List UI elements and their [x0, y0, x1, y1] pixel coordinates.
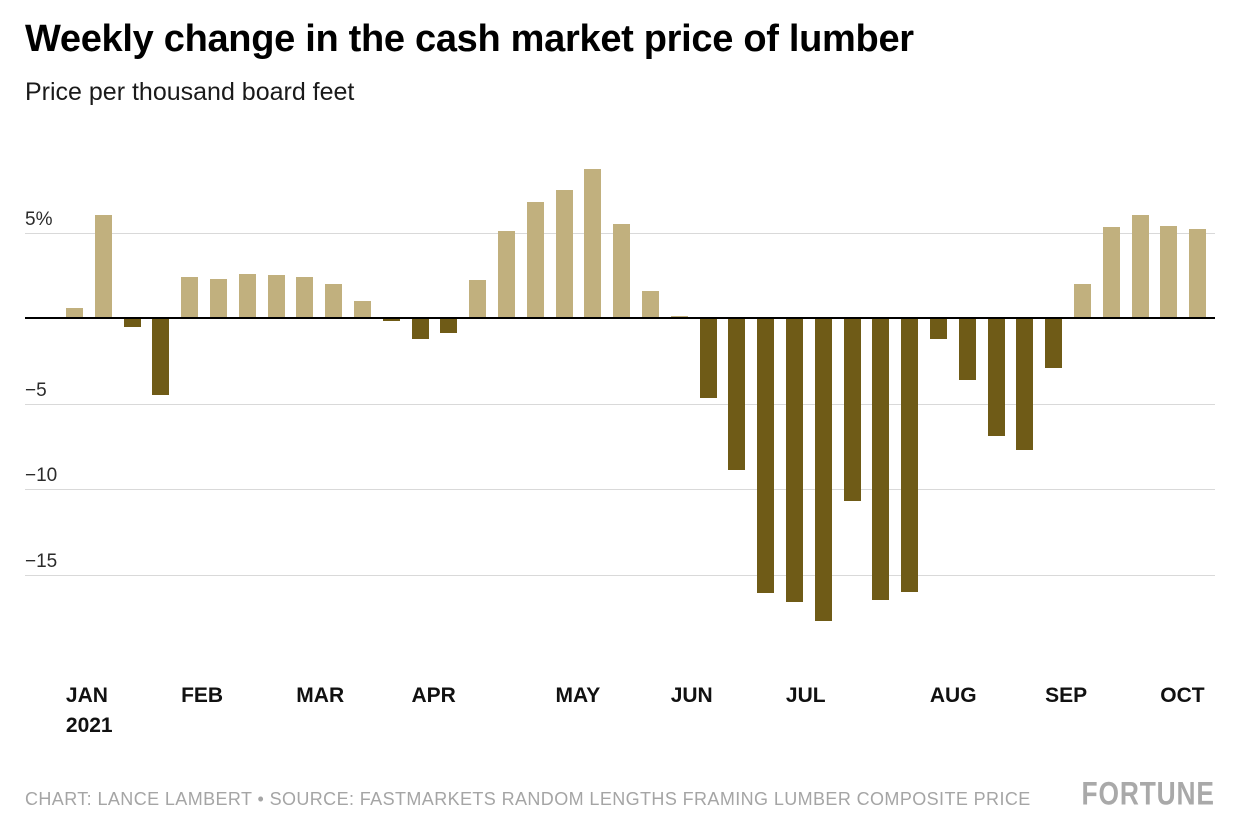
bar-mar-week1[interactable]: [296, 276, 314, 318]
x-axis-label-jul: JUL: [785, 684, 826, 707]
x-axis-label-may: MAY: [555, 684, 601, 707]
bar-apr-week1[interactable]: [411, 318, 429, 339]
bar-jul-week4[interactable]: [872, 318, 890, 601]
x-axis-year-label: 2021: [65, 714, 113, 737]
bar-feb-week4[interactable]: [267, 275, 285, 318]
bar-jan-week4[interactable]: [152, 318, 170, 395]
gridline-minus-5: [25, 403, 1215, 405]
bar-oct-week1[interactable]: [1160, 225, 1178, 318]
bar-jan-week1[interactable]: [65, 307, 83, 318]
bar-jun-week4[interactable]: [757, 318, 775, 594]
y-axis-label-minus-10: −10: [25, 465, 58, 486]
bar-may-week4[interactable]: [641, 290, 659, 318]
bar-mar-week4[interactable]: [382, 318, 400, 322]
bar-jul-week3[interactable]: [843, 318, 861, 501]
bar-apr-week3[interactable]: [469, 280, 487, 318]
chart-subtitle: Price per thousand board feet: [25, 78, 355, 106]
bar-feb-week3[interactable]: [238, 273, 256, 318]
bar-jul-week1[interactable]: [785, 318, 803, 602]
bar-feb-week1[interactable]: [181, 276, 199, 318]
bar-mar-week3[interactable]: [353, 300, 371, 318]
x-axis-label-jan: JAN: [65, 684, 108, 707]
x-axis-label-jun: JUN: [670, 684, 713, 707]
bar-apr-week2[interactable]: [440, 318, 458, 334]
bar-jan-week2[interactable]: [94, 215, 112, 318]
bar-aug-week2[interactable]: [958, 318, 976, 380]
bar-sep-week3[interactable]: [1102, 227, 1120, 318]
bar-may-week1[interactable]: [555, 189, 573, 318]
x-axis-label-mar: MAR: [296, 684, 345, 707]
bar-apr-week4[interactable]: [497, 230, 515, 318]
x-axis-label-feb: FEB: [181, 684, 224, 707]
fortune-logo: FORTUNE: [1081, 775, 1215, 812]
bar-jun-week3[interactable]: [728, 318, 746, 471]
y-axis-label-minus-5: −5: [25, 379, 47, 401]
x-axis-label-sep: SEP: [1045, 684, 1088, 707]
bar-may-week3[interactable]: [613, 223, 631, 318]
bar-jul-week2[interactable]: [814, 318, 832, 621]
x-axis-label-oct: OCT: [1160, 684, 1205, 707]
bar-aug-week1[interactable]: [929, 318, 947, 339]
gridline-minus-10: [25, 489, 1215, 490]
bar-apr-week5[interactable]: [526, 201, 544, 318]
bar-feb-week2[interactable]: [209, 278, 227, 318]
bar-mar-week2[interactable]: [325, 283, 343, 318]
chart-attribution: CHART: LANCE LAMBERT • SOURCE: FASTMARKE…: [25, 789, 1031, 809]
bar-jun-week2[interactable]: [699, 318, 717, 399]
x-axis-label-apr: APR: [411, 684, 456, 707]
bar-jul-week5[interactable]: [901, 318, 919, 592]
bar-sep-week1[interactable]: [1045, 318, 1063, 368]
y-axis-label-5: 5%: [25, 208, 53, 230]
bar-sep-week4[interactable]: [1131, 215, 1149, 318]
bar-chart-plot: 5% −5 −10 −15 JAN 2021 FEB MAR APR MAY JUN JUL AUG SE…: [25, 0, 1215, 770]
bar-jan-week3[interactable]: [123, 318, 141, 327]
y-axis-label-minus-15: −15: [25, 550, 58, 572]
bar-may-week2[interactable]: [584, 169, 602, 318]
bar-sep-week2[interactable]: [1073, 283, 1091, 318]
gridline-minus-15: [25, 574, 1215, 576]
bar-aug-week4[interactable]: [1016, 318, 1034, 450]
bar-oct-week2[interactable]: [1189, 229, 1207, 318]
bar-aug-week3[interactable]: [987, 318, 1005, 436]
zero-baseline: [25, 317, 1215, 319]
x-axis-label-aug: AUG: [929, 684, 977, 707]
chart-title: Weekly change in the cash market price o…: [25, 18, 914, 60]
